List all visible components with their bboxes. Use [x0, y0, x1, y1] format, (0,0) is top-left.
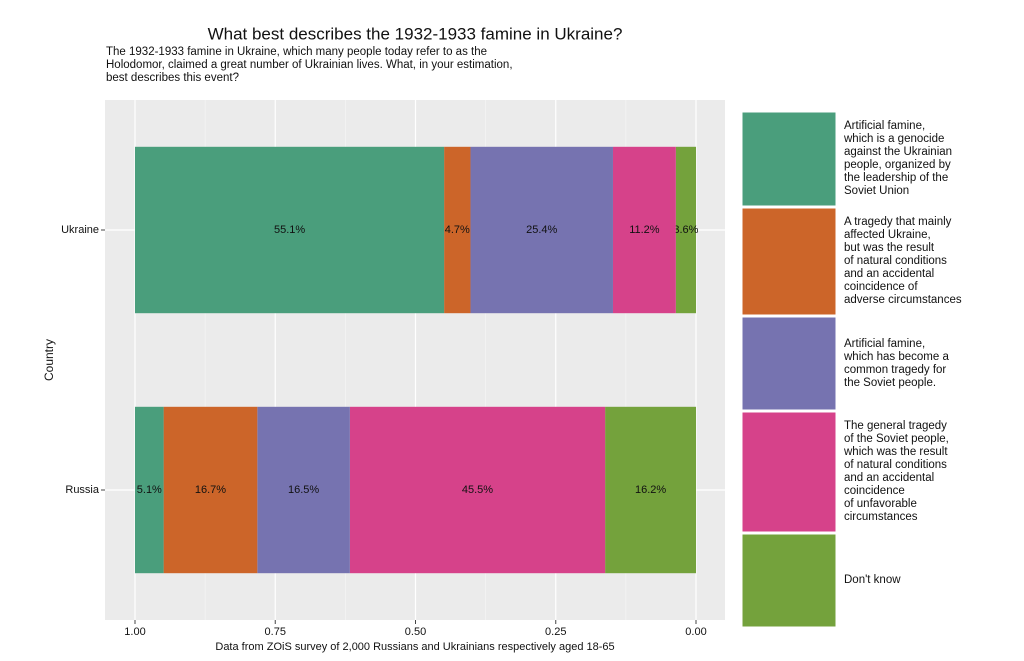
- legend-wrap: Artificial famine, which is a genocide a…: [844, 112, 1024, 206]
- y-tick-label: Russia: [65, 484, 100, 496]
- legend-wrap: Don't know: [844, 534, 1024, 627]
- y-axis-label: Country: [42, 339, 56, 381]
- bar-segment: [349, 406, 606, 574]
- legend-item: A tragedy that mainly affected Ukraine, …: [844, 208, 1024, 315]
- value-label: 16.2%: [635, 484, 666, 496]
- bar-segment: [135, 146, 445, 314]
- x-tick-label: 1.00: [124, 626, 145, 638]
- bar-segment: [444, 146, 471, 314]
- legend-label: Artificial famine, which is a genocide a…: [844, 120, 953, 197]
- value-label: 11.2%: [629, 224, 660, 236]
- value-label: 16.7%: [195, 484, 226, 496]
- bar-segment: [675, 146, 696, 314]
- legend-label: Don't know: [844, 574, 901, 586]
- x-tick-label: 0.75: [265, 626, 286, 638]
- bar-segment: [470, 146, 613, 314]
- legend-wrap: Artificial famine, which has become a co…: [844, 317, 1024, 410]
- legend-item: Artificial famine, which has become a co…: [844, 317, 1024, 410]
- bar-segment: [163, 406, 258, 574]
- value-label: 25.4%: [526, 224, 557, 236]
- chart-title: What best describes the 1932-1933 famine…: [208, 24, 623, 43]
- x-axis-label: Data from ZOiS survey of 2,000 Russians …: [215, 641, 614, 653]
- legend-swatch: [741, 411, 837, 533]
- value-label: 3.6%: [673, 224, 698, 236]
- legend-item: Artificial famine, which is a genocide a…: [844, 112, 1024, 206]
- x-tick-label: 0.00: [685, 626, 706, 638]
- bar-segment: [135, 406, 164, 574]
- legend-swatch: [741, 533, 837, 628]
- legend-label: A tragedy that mainly affected Ukraine, …: [844, 216, 962, 306]
- value-label: 16.5%: [288, 484, 319, 496]
- legend-item: The general tragedy of the Soviet people…: [844, 412, 1024, 532]
- legend-wrap: A tragedy that mainly affected Ukraine, …: [844, 208, 1024, 315]
- legend-label: Artificial famine, which has become a co…: [844, 337, 949, 389]
- value-label: 45.5%: [462, 484, 493, 496]
- bar-segment: [605, 406, 696, 574]
- value-label: 4.7%: [445, 224, 470, 236]
- bar-segment: [257, 406, 350, 574]
- legend-wrap: The general tragedy of the Soviet people…: [844, 412, 1024, 532]
- chart-subtitle: The 1932-1933 famine in Ukraine, which m…: [106, 46, 513, 84]
- value-label: 5.1%: [137, 484, 162, 496]
- bar-segment: [612, 146, 676, 314]
- legend-item: Don't know: [844, 534, 1024, 627]
- legend-swatch: [741, 207, 837, 316]
- legend-swatch: [741, 111, 837, 207]
- legend-swatch: [741, 316, 837, 411]
- value-label: 55.1%: [274, 224, 305, 236]
- y-tick-label: Ukraine: [61, 224, 99, 236]
- subtitle-box: The 1932-1933 famine in Ukraine, which m…: [106, 46, 513, 84]
- legend-label: The general tragedy of the Soviet people…: [844, 420, 949, 523]
- x-tick-label: 0.25: [545, 626, 566, 638]
- x-tick-label: 0.50: [405, 626, 426, 638]
